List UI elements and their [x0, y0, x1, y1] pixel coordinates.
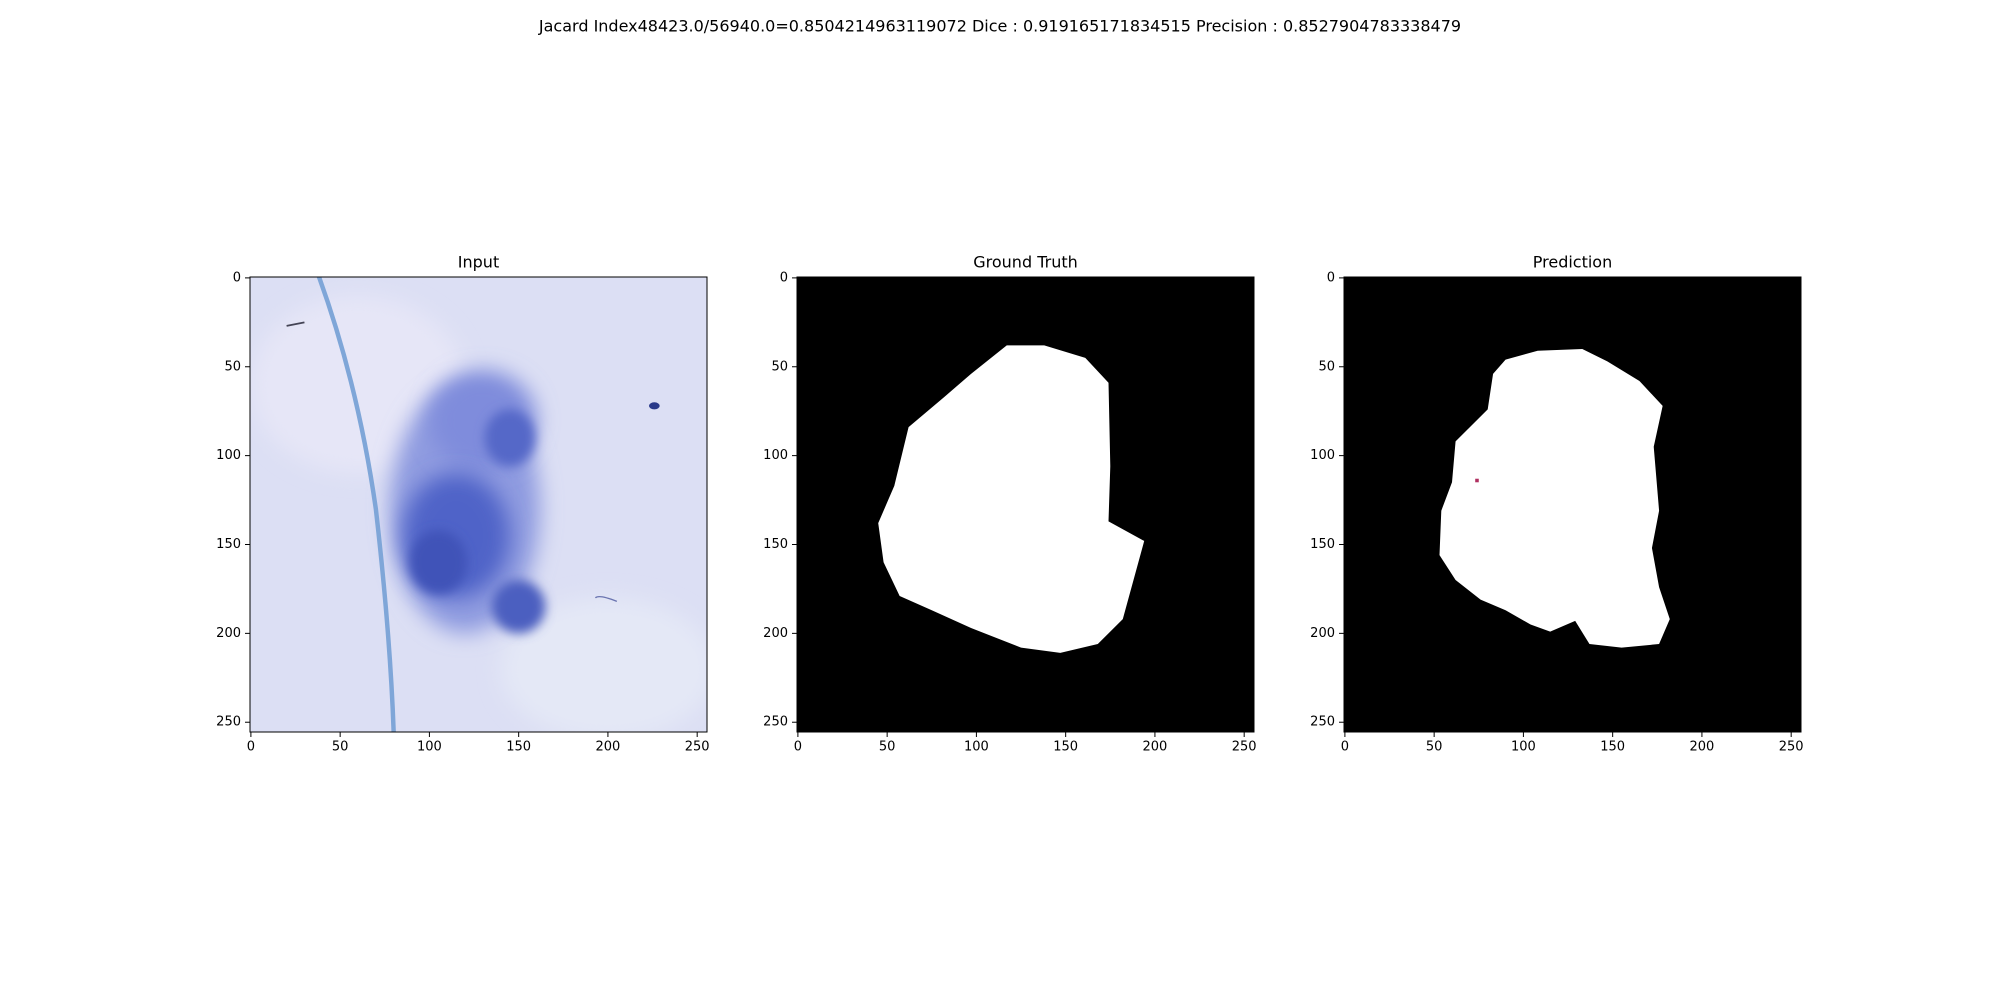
figure-title: Jacard Index48423.0/56940.0=0.8504214963… [538, 17, 1461, 36]
x-tick-label: 50 [332, 740, 349, 755]
x-tick-label: 100 [964, 740, 989, 755]
y-tick-label: 200 [763, 626, 788, 641]
y-tick-label: 150 [216, 537, 241, 552]
y-tick-label: 250 [216, 715, 241, 730]
axes-frame [1343, 276, 1802, 733]
y-tick-label: 100 [216, 448, 241, 463]
y-tick-label: 50 [1318, 359, 1335, 374]
y-tick-label: 100 [1310, 448, 1335, 463]
axes-frame [796, 276, 1255, 733]
y-tick-label: 50 [224, 359, 241, 374]
prediction-image [1344, 277, 1801, 732]
x-tick-label: 0 [247, 740, 255, 755]
y-tick-label: 200 [1310, 626, 1335, 641]
y-tick-label: 250 [1310, 715, 1335, 730]
input-image [250, 277, 707, 732]
y-tick-label: 50 [771, 359, 788, 374]
x-tick-label: 100 [1511, 740, 1536, 755]
x-tick-label: 0 [1341, 740, 1349, 755]
subplot-title: Input [458, 253, 499, 272]
x-tick-label: 250 [1232, 740, 1257, 755]
y-tick-label: 100 [763, 448, 788, 463]
x-tick-label: 200 [1143, 740, 1168, 755]
y-tick-label: 150 [763, 537, 788, 552]
y-tick-label: 0 [233, 270, 241, 285]
axes-frame [249, 276, 708, 733]
y-tick-label: 200 [216, 626, 241, 641]
x-tick-label: 250 [685, 740, 710, 755]
y-tick-label: 250 [763, 715, 788, 730]
subplot-title: Ground Truth [973, 253, 1078, 272]
x-tick-label: 150 [1600, 740, 1625, 755]
x-tick-label: 150 [1053, 740, 1078, 755]
x-tick-label: 50 [879, 740, 896, 755]
x-tick-label: 200 [596, 740, 621, 755]
x-tick-label: 50 [1426, 740, 1443, 755]
ground-truth-image [797, 277, 1254, 732]
x-tick-label: 250 [1779, 740, 1804, 755]
x-tick-label: 0 [794, 740, 802, 755]
y-tick-label: 150 [1310, 537, 1335, 552]
y-tick-label: 0 [780, 270, 788, 285]
y-tick-label: 0 [1327, 270, 1335, 285]
x-tick-label: 150 [506, 740, 531, 755]
subplot-title: Prediction [1533, 253, 1612, 272]
x-tick-label: 200 [1690, 740, 1715, 755]
x-tick-label: 100 [417, 740, 442, 755]
